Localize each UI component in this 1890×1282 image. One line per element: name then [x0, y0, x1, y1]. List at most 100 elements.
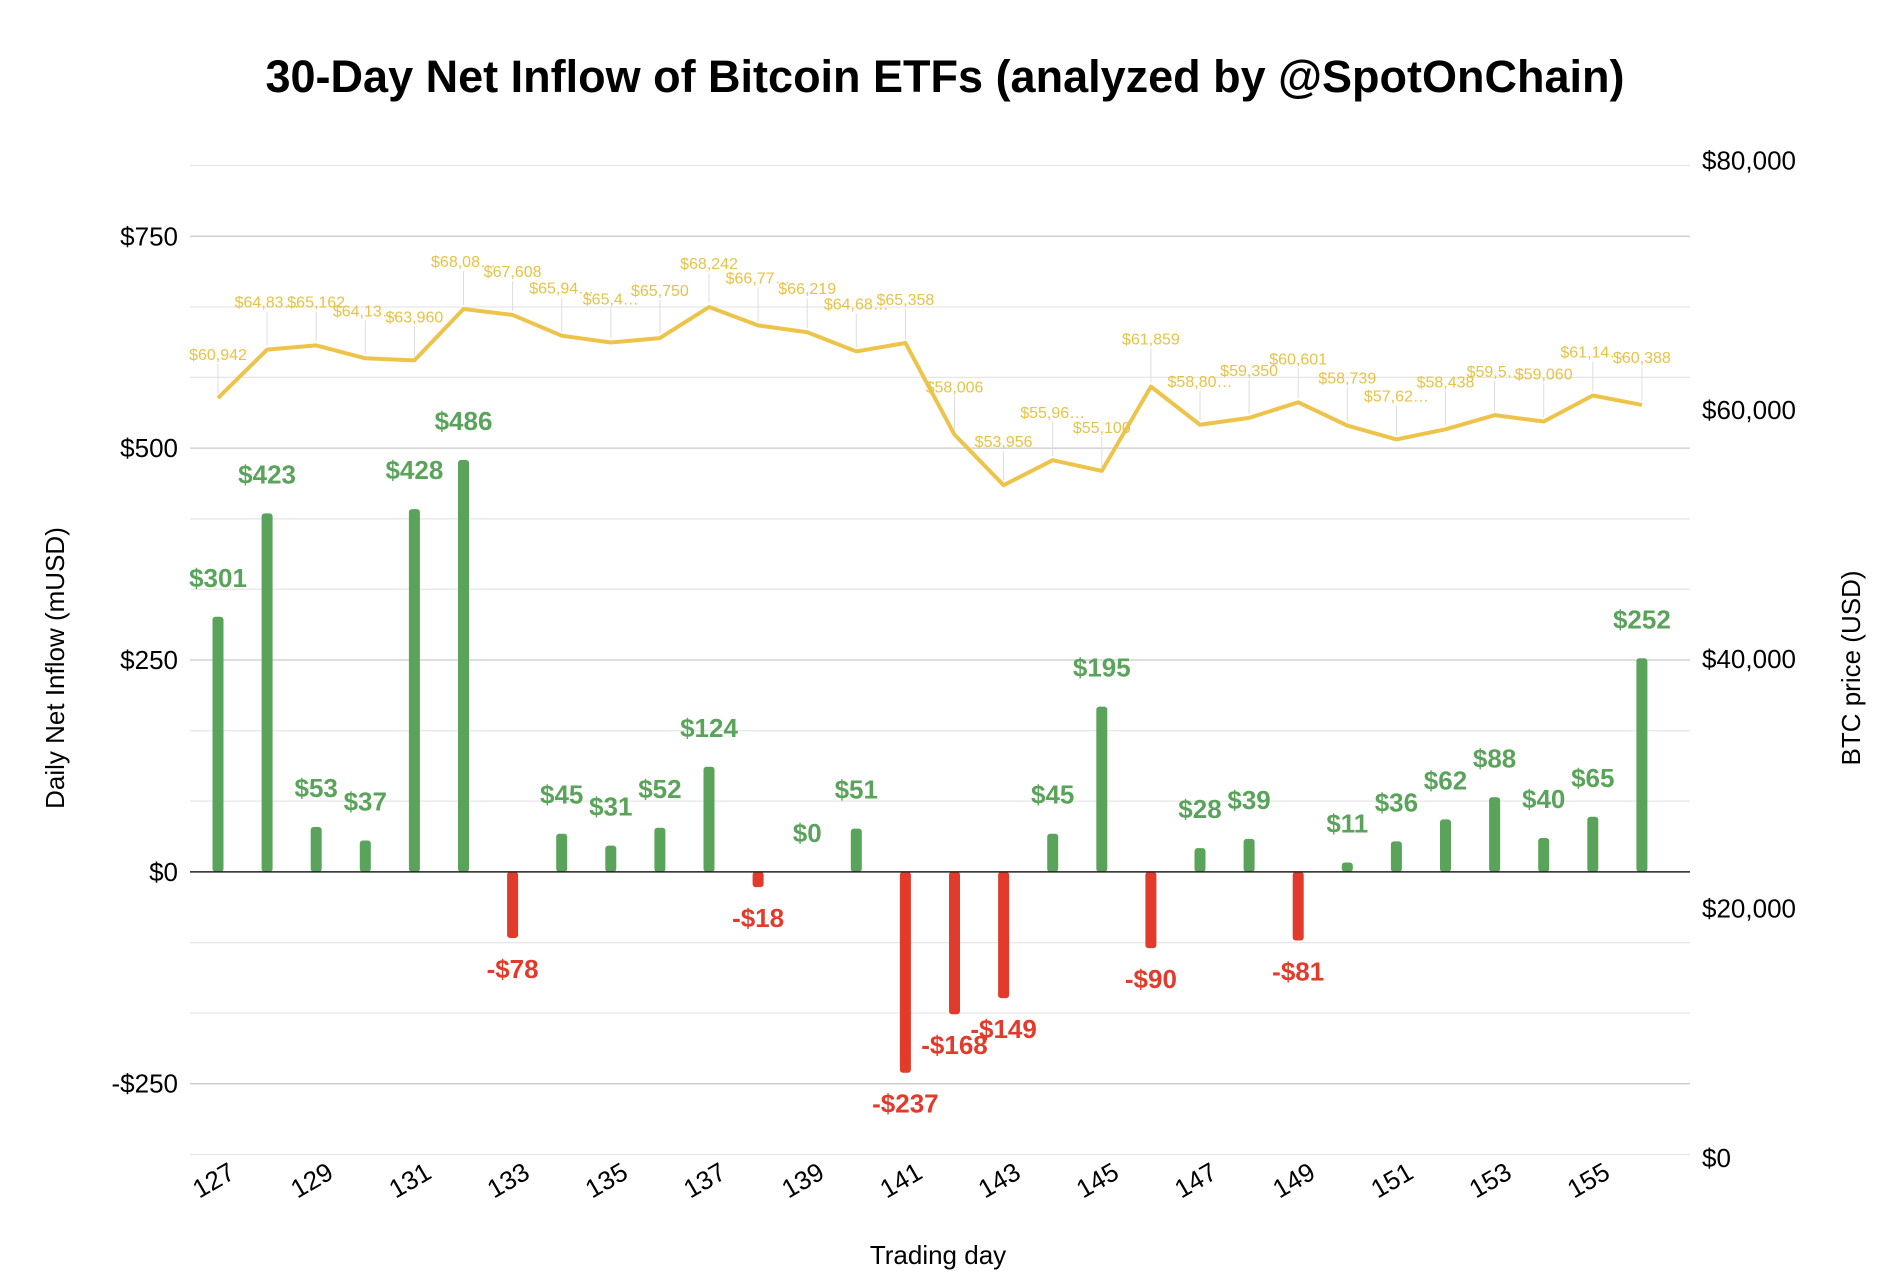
inflow-value-label: $428 [385, 455, 443, 485]
inflow-bar [212, 616, 224, 872]
btc-price-label: $60,942 [189, 347, 247, 364]
btc-price-label: $59,350 [1220, 363, 1278, 380]
inflow-bar [507, 871, 519, 938]
x-tick-label: 149 [1267, 1156, 1320, 1204]
inflow-bar [458, 460, 469, 872]
btc-price-label: $59,060 [1515, 367, 1573, 384]
x-tick-label: 139 [776, 1156, 829, 1204]
btc-price-label: $61,859 [1122, 332, 1180, 349]
btc-price-line [216, 305, 1643, 488]
left-y-axis-label: Daily Net Inflow (mUSD) [40, 527, 70, 809]
btc-price-label: $65,358 [876, 292, 934, 309]
inflow-bar [1047, 833, 1059, 872]
inflow-bar [1538, 837, 1550, 872]
inflow-bar [1341, 862, 1353, 872]
btc-price-label: $57,62… [1364, 388, 1429, 405]
inflow-bar [1145, 871, 1157, 949]
inflow-value-label: -$237 [872, 1089, 939, 1119]
btc-price-line-layer [216, 305, 1643, 488]
chart-title: 30-Day Net Inflow of Bitcoin ETFs (analy… [266, 51, 1625, 102]
btc-price-label: $65,162 [287, 294, 345, 311]
inflow-value-label: $301 [189, 563, 247, 593]
btc-price-label: $64,13… [333, 303, 398, 320]
inflow-bar [310, 826, 322, 872]
x-tick-label: 131 [384, 1156, 437, 1204]
inflow-bar [605, 845, 617, 872]
right-y-tick-label: $20,000 [1702, 894, 1796, 924]
inflow-value-label: $39 [1227, 785, 1270, 815]
inflow-bar [703, 766, 715, 872]
left-y-tick-label: -$250 [112, 1069, 179, 1099]
right-y-tick-label: $60,000 [1702, 395, 1796, 425]
x-tick-label: 145 [1071, 1156, 1124, 1204]
inflow-value-label: $0 [793, 818, 822, 848]
inflow-value-label: $195 [1073, 653, 1131, 683]
inflow-bar [1194, 848, 1206, 872]
btc-price-label: $64,68… [824, 296, 889, 313]
right-y-axis-label: BTC price (USD) [1836, 570, 1866, 765]
btc-price-label: $58,438 [1417, 374, 1475, 391]
inflow-value-label: $28 [1178, 794, 1221, 824]
right-y-axis-ticks: $0 $20,000 $40,000 $60,000 $80,000 [1702, 145, 1796, 1173]
x-tick-label: 133 [482, 1156, 535, 1204]
btc-price-label: $66,77… [726, 270, 791, 287]
inflow-value-label: $51 [835, 775, 878, 805]
right-y-tick-label: $40,000 [1702, 644, 1796, 674]
btc-price-label: $68,08… [431, 254, 496, 271]
inflow-value-label: -$168 [921, 1030, 988, 1060]
inflow-bar [1440, 819, 1451, 872]
inflow-bar [998, 871, 1010, 999]
x-axis-ticks: 127 129 131 133 135 137 139 141 143 145 147 149 151 1… [187, 1156, 1614, 1204]
net-inflow-bars [212, 460, 1648, 1073]
right-y-tick-label: $80,000 [1702, 145, 1796, 175]
x-tick-label: 137 [678, 1156, 731, 1204]
x-tick-label: 143 [973, 1156, 1026, 1204]
left-y-tick-label: $250 [120, 645, 178, 675]
btc-price-label: $68,242 [680, 256, 738, 273]
inflow-bar [850, 828, 862, 872]
inflow-value-label: $65 [1571, 763, 1614, 793]
inflow-value-label: $37 [344, 787, 387, 817]
inflow-bar [899, 871, 911, 1073]
inflow-bar [359, 840, 371, 872]
inflow-bar [408, 509, 420, 872]
inflow-bar [1243, 838, 1255, 872]
inflow-bar [654, 827, 666, 872]
x-tick-label: 147 [1169, 1156, 1222, 1204]
inflow-value-label: $124 [680, 713, 738, 743]
inflow-bar [1292, 871, 1304, 941]
btc-price-label: $60,388 [1613, 350, 1671, 367]
left-y-tick-label: $500 [120, 433, 178, 463]
inflow-bar [1636, 658, 1648, 872]
inflow-value-label: $62 [1424, 765, 1467, 795]
inflow-value-label: $52 [638, 774, 681, 804]
inflow-bar [1489, 797, 1501, 872]
inflow-value-label: $45 [540, 780, 583, 810]
btc-price-label: $55,96… [1020, 405, 1085, 422]
btc-price-label: $58,006 [926, 380, 984, 397]
gridlines [190, 164, 1690, 1156]
inflow-value-label: $11 [1326, 809, 1368, 839]
btc-price-label: $65,94… [529, 281, 594, 298]
inflow-value-label: -$78 [487, 954, 539, 984]
x-tick-label: 141 [875, 1156, 928, 1204]
inflow-bar [1587, 816, 1599, 872]
btc-price-label: $66,219 [778, 281, 836, 298]
x-tick-label: 129 [285, 1156, 338, 1204]
inflow-value-label: $252 [1613, 604, 1671, 634]
inflow-bar [556, 833, 568, 872]
btc-price-label: $61,14… [1560, 345, 1625, 362]
inflow-value-label: $88 [1473, 743, 1516, 773]
inflow-bar [752, 871, 764, 888]
inflow-bar [949, 871, 960, 1015]
btc-price-label: $59,5… [1467, 364, 1523, 381]
inflow-value-label: $36 [1375, 787, 1418, 817]
btc-price-label: $53,956 [975, 434, 1033, 451]
inflow-bar [1390, 841, 1402, 872]
inflow-value-label: $45 [1031, 780, 1074, 810]
btc-price-label: $60,601 [1269, 351, 1327, 368]
x-tick-label: 155 [1562, 1156, 1615, 1204]
btc-price-label: $58,80… [1168, 374, 1233, 391]
net-inflow-labels: $301$423$53 $37$428$486-$78$45 $31$52$124-… [189, 406, 1671, 1119]
